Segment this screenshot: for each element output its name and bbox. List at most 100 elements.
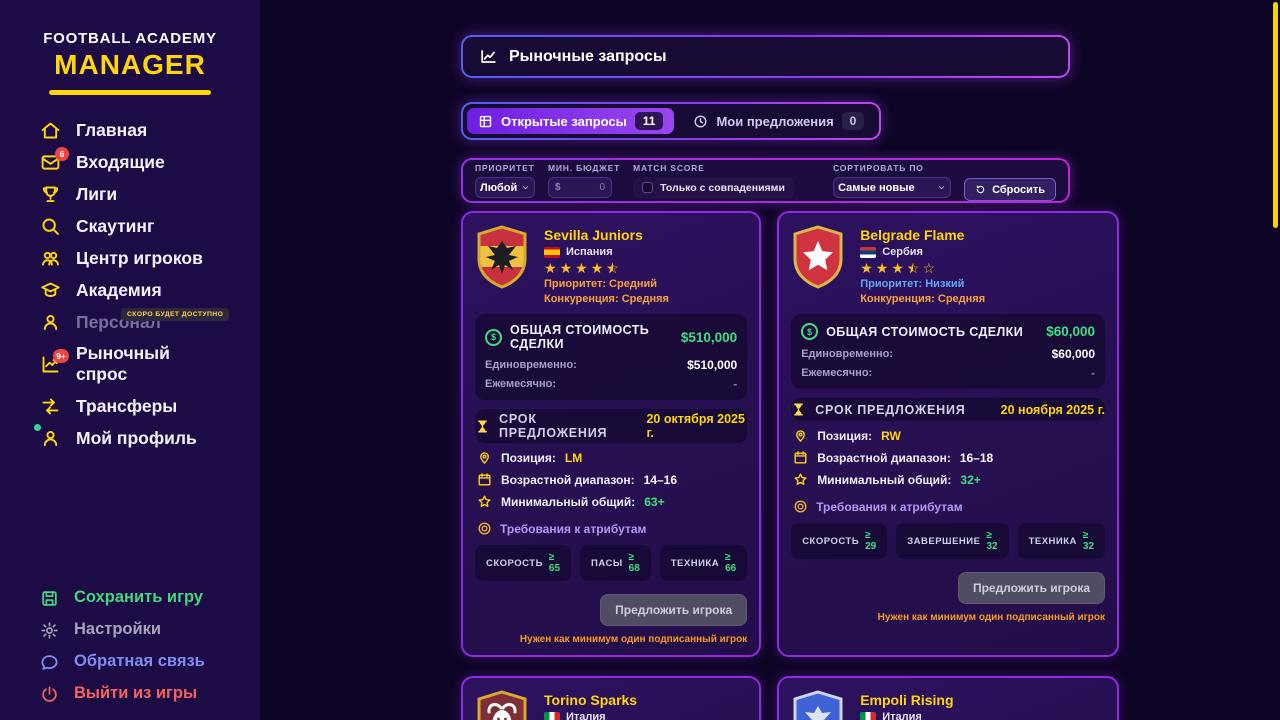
- clock-icon: [693, 114, 708, 129]
- hourglass-icon: [475, 418, 490, 435]
- sidebar-item-label: Скаутинг: [76, 215, 155, 236]
- exit-game-button[interactable]: Выйти из игры: [0, 678, 260, 710]
- deal-total-label: ОБЩАЯ СТОИМОСТЬ СДЕЛКИ: [510, 323, 650, 351]
- attribute-name: ТЕХНИКА: [1028, 535, 1077, 547]
- club-crest-star: [793, 225, 843, 289]
- footer-item-label: Сохранить игру: [74, 588, 203, 607]
- club-crest-bird: [793, 690, 843, 720]
- transfers-icon: [40, 396, 61, 417]
- deadline-date: 20 октября 2025 г.: [646, 412, 745, 440]
- italy-flag-icon: [860, 711, 877, 720]
- sidebar-footer: Сохранить игру Настройки Обратная связь …: [0, 582, 260, 710]
- sidebar-item-label: Рыночный спрос: [76, 343, 170, 384]
- staff-icon: [40, 312, 61, 333]
- sidebar-item-label: Главная: [76, 119, 148, 140]
- feedback-button[interactable]: Обратная связь: [0, 646, 260, 678]
- chat-icon: [40, 653, 59, 672]
- attribute-requirement: ≥ 65: [548, 552, 561, 574]
- reset-filters-button[interactable]: Сбросить: [964, 178, 1056, 201]
- star-outline-icon: [477, 494, 492, 509]
- page-header: Рыночные запросы: [461, 35, 1070, 78]
- deadline-label: СРОК ПРЕДЛОЖЕНИЯ: [815, 402, 966, 417]
- position-row: Позиция: LM: [477, 450, 745, 465]
- footer-item-label: Обратная связь: [74, 652, 205, 671]
- match-score-filter: MATCH SCORE Только с совпадениями: [633, 163, 794, 199]
- club-country: Италия: [566, 711, 606, 720]
- priority-select[interactable]: Любой: [475, 177, 535, 198]
- grid-icon: [478, 114, 493, 129]
- sort-select[interactable]: Самые новые: [833, 177, 952, 198]
- hourglass-icon: [791, 401, 806, 418]
- sidebar-item-transfers[interactable]: Трансферы: [0, 390, 260, 422]
- upfront-value: $510,000: [687, 357, 738, 372]
- attribute-name: ЗАВЕРШЕНИЕ: [907, 535, 981, 547]
- attribute-chip: ТЕХНИКА ≥ 32: [1017, 523, 1106, 559]
- main-content: Рыночные запросы Открытые запросы 11 Мои…: [461, 0, 1120, 720]
- deal-cost-panel: ОБЩАЯ СТОИМОСТЬ СДЕЛКИ $510,000 Единовре…: [475, 314, 748, 400]
- sidebar-item-academy[interactable]: Академия: [0, 274, 260, 306]
- signed-player-note: Нужен как минимум один подписанный игрок: [877, 612, 1106, 623]
- attribute-name: СКОРОСТЬ: [486, 557, 543, 569]
- calendar-icon: [793, 450, 808, 465]
- min-overall-row: Минимальный общий: 63+: [477, 494, 745, 509]
- save-game-button[interactable]: Сохранить игру: [0, 582, 260, 614]
- priority-line: Приоритет: Средний: [544, 278, 657, 290]
- sidebar: FOOTBALL ACADEMY MANAGER Главная 6 Входя…: [0, 0, 260, 720]
- line-chart-icon: [479, 47, 498, 66]
- page-title: Рыночные запросы: [509, 47, 667, 65]
- deal-total-label: ОБЩАЯ СТОИМОСТЬ СДЕЛКИ: [826, 324, 1024, 339]
- target-icon: [793, 499, 808, 514]
- settings-button[interactable]: Настройки: [0, 614, 260, 646]
- age-range-row: Возрастной диапазон: 14–16: [477, 472, 745, 487]
- attribute-requirement: ≥ 66: [725, 552, 737, 574]
- location-pin-icon: [793, 428, 808, 443]
- reset-button-label: Сбросить: [992, 183, 1045, 196]
- match-only-checkbox[interactable]: [642, 182, 654, 193]
- min-budget-filter: МИН. БЮДЖЕТ $: [548, 163, 620, 198]
- club-star-rating: ★ ★ ★ ★ ☆ ☆: [860, 260, 935, 276]
- budget-input[interactable]: [560, 182, 605, 193]
- position-label: Позиция:: [501, 450, 556, 465]
- sidebar-item-scouting[interactable]: Скаутинг: [0, 210, 260, 242]
- sidebar-item-player-center[interactable]: Центр игроков: [0, 242, 260, 274]
- deadline-date: 20 ноября 2025 г.: [1000, 402, 1106, 417]
- upfront-label: Единовременно:: [485, 358, 577, 371]
- club-star-rating: ★ ★ ★ ★ ★ ☆: [544, 260, 619, 276]
- reset-icon: [975, 184, 986, 195]
- tab-open-requests[interactable]: Открытые запросы 11: [467, 108, 675, 134]
- age-range-value: 14–16: [643, 472, 677, 487]
- sidebar-nav: Главная 6 Входящие Лиги Скаутинг Центр и…: [0, 114, 260, 454]
- min-overall-label: Минимальный общий:: [501, 494, 636, 509]
- sidebar-item-market-demand[interactable]: 9+ Рыночный спрос: [0, 338, 200, 390]
- sidebar-item-label: Лиги: [76, 183, 118, 204]
- attribute-chip-row: СКОРОСТЬ ≥ 65 ПАСЫ ≥ 68 ТЕХНИКА ≥ 66: [475, 545, 748, 581]
- attribute-name: ТЕХНИКА: [670, 557, 720, 569]
- sidebar-item-staff[interactable]: Персонал СКОРО БУДЕТ ДОСТУПНО: [0, 306, 260, 338]
- attribute-requirement: ≥ 29: [865, 530, 877, 552]
- club-country: Испания: [566, 246, 613, 258]
- home-icon: [40, 120, 61, 141]
- deal-cost-panel: ОБЩАЯ СТОИМОСТЬ СДЕЛКИ $60,000 Единоврем…: [791, 314, 1106, 389]
- sidebar-item-inbox[interactable]: 6 Входящие: [0, 146, 260, 178]
- club-country: Италия: [882, 711, 922, 720]
- attribute-requirements-label: Требования к атрибутам: [500, 521, 647, 536]
- tab-my-offers[interactable]: Мои предложения 0: [682, 108, 875, 134]
- tab-count-badge: 0: [841, 112, 865, 130]
- location-pin-icon: [477, 450, 492, 465]
- deal-total-value: $510,000: [680, 329, 738, 345]
- vertical-scrollbar[interactable]: [1273, 2, 1278, 228]
- sidebar-item-home[interactable]: Главная: [0, 114, 260, 146]
- sidebar-item-my-profile[interactable]: Мой профиль: [0, 422, 260, 454]
- offer-player-button[interactable]: Предложить игрока: [957, 572, 1106, 604]
- currency-prefix: $: [555, 182, 561, 193]
- attribute-name: СКОРОСТЬ: [802, 535, 860, 547]
- request-card-grid: Sevilla Juniors Испания ★ ★ ★ ★ ★ ☆ Приоритет…: [461, 211, 1120, 720]
- sidebar-item-leagues[interactable]: Лиги: [0, 178, 260, 210]
- offer-player-button[interactable]: Предложить игрока: [600, 594, 748, 626]
- profile-icon: [34, 423, 61, 449]
- save-icon: [40, 589, 59, 608]
- age-range-label: Возрастной диапазон:: [501, 472, 635, 487]
- sort-filter: СОРТИРОВАТЬ ПО Самые новые: [833, 163, 952, 198]
- monthly-value: -: [1091, 365, 1096, 380]
- budget-filter-label: МИН. БЮДЖЕТ: [548, 163, 621, 173]
